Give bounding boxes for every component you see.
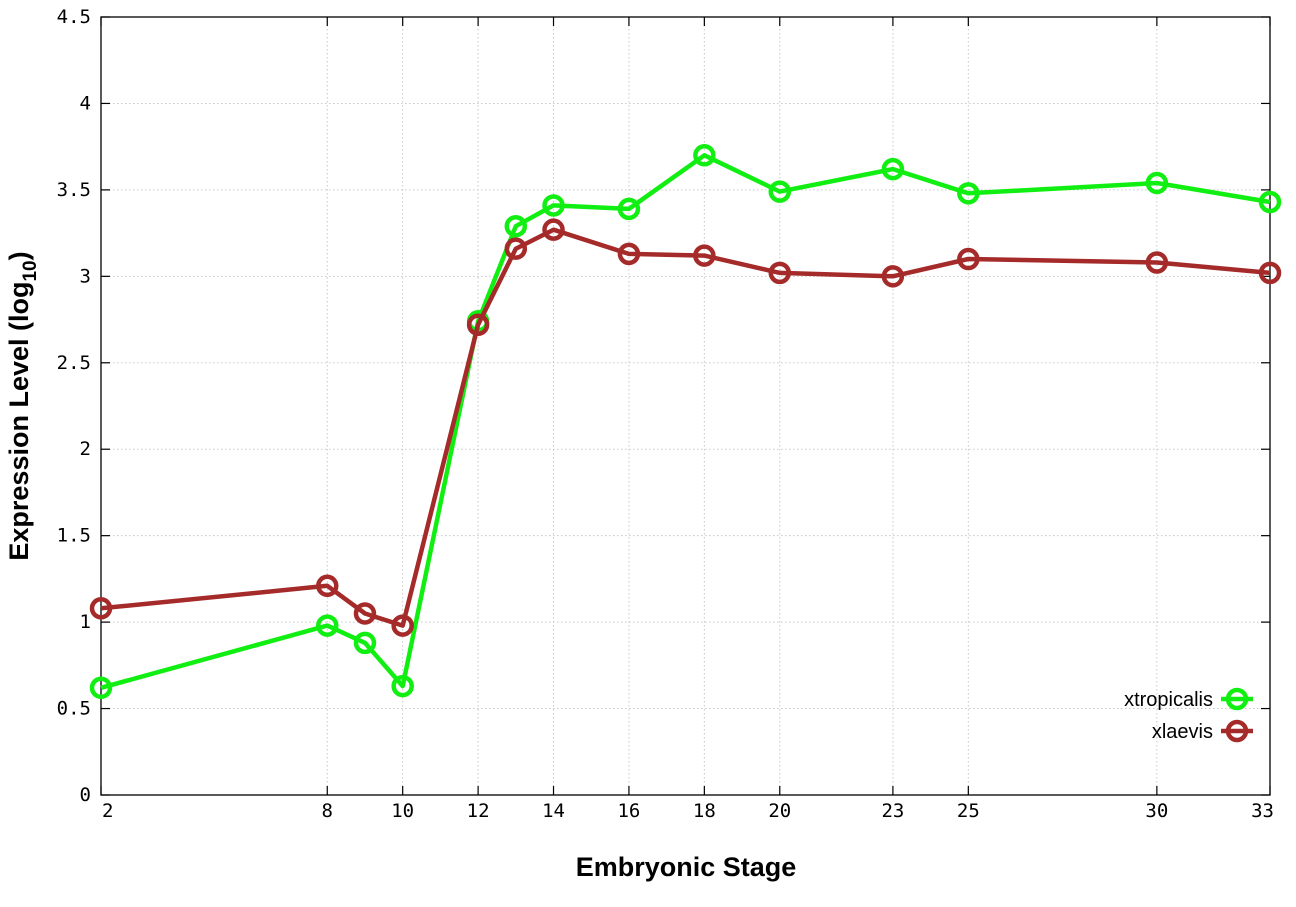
series-xtropicalis <box>89 144 1282 700</box>
data-point <box>693 144 716 167</box>
legend-swatch-marker <box>1225 687 1249 711</box>
series-line <box>100 153 1271 690</box>
data-point <box>957 247 980 271</box>
y-tick-label: 4.5 <box>57 6 91 28</box>
grid <box>101 17 1270 795</box>
y-axis-title-main: Expression Level (log <box>4 282 34 561</box>
x-tick-label: 10 <box>391 800 414 822</box>
y-tick-label: 0 <box>80 784 91 806</box>
data-point <box>881 265 905 288</box>
data-point <box>768 261 792 285</box>
y-axis-title-close: ) <box>4 251 34 260</box>
x-tick-label: 18 <box>693 800 716 822</box>
y-tick-label: 0.5 <box>57 698 91 720</box>
data-point <box>1145 171 1169 195</box>
data-point <box>542 194 565 217</box>
legend-label: xtropicalis <box>1124 689 1213 711</box>
y-axis-title: Expression Level (log10) <box>4 251 41 560</box>
data-point <box>881 157 905 181</box>
data-point <box>353 602 377 625</box>
x-tick-label: 2 <box>102 800 113 822</box>
legend-entry: xtropicalis <box>1124 687 1253 711</box>
y-tick-label: 3 <box>80 265 91 287</box>
data-point <box>504 214 528 238</box>
legend-swatch-marker <box>1225 719 1249 743</box>
data-point <box>391 674 414 698</box>
x-tick-label: 30 <box>1145 800 1168 822</box>
data-point <box>1145 251 1169 274</box>
data-point <box>617 197 641 221</box>
y-tick-label: 3.5 <box>57 179 91 201</box>
data-point <box>504 237 528 260</box>
data-point <box>316 574 339 598</box>
axis-ticks: 0 0.5 1 1.5 2 2.5 3 3.5 4 4.5 2 8 10 12 14 16 18 20 23 25 30… <box>57 6 1274 822</box>
data-point <box>391 614 414 637</box>
data-point <box>89 597 113 620</box>
y-tick-label: 2.5 <box>57 352 91 374</box>
legend-label: xlaevis <box>1152 721 1213 743</box>
x-tick-label: 12 <box>467 800 490 822</box>
y-tick-label: 4 <box>80 92 91 114</box>
x-axis-title: Embryonic Stage <box>576 852 797 882</box>
x-tick-label: 23 <box>881 800 904 822</box>
data-point <box>466 313 490 336</box>
x-tick-label: 16 <box>617 800 640 822</box>
legend: xtropicalis xlaevis <box>1124 687 1253 743</box>
series-line <box>100 227 1271 628</box>
x-tick-label: 33 <box>1251 800 1274 822</box>
data-point <box>1258 261 1282 285</box>
legend-entry: xlaevis <box>1152 719 1253 743</box>
data-point <box>617 242 641 266</box>
y-tick-label: 2 <box>80 438 91 460</box>
x-tick-label: 8 <box>322 800 333 822</box>
y-tick-label: 1.5 <box>57 525 91 547</box>
data-point <box>353 631 377 655</box>
y-axis-title-subscript: 10 <box>20 260 41 281</box>
x-tick-label: 14 <box>542 800 565 822</box>
x-tick-label: 20 <box>768 800 791 822</box>
y-tick-label: 1 <box>80 611 91 633</box>
x-tick-label: 25 <box>957 800 980 822</box>
data-point <box>957 182 980 205</box>
data-point <box>542 218 565 241</box>
data-point <box>316 614 339 637</box>
data-point <box>768 180 792 203</box>
data-point <box>693 244 716 267</box>
series-xlaevis <box>89 218 1282 637</box>
data-point <box>1258 190 1282 214</box>
data-point <box>89 676 113 700</box>
series-lines <box>89 144 1282 700</box>
plot-frame <box>100 16 1271 796</box>
